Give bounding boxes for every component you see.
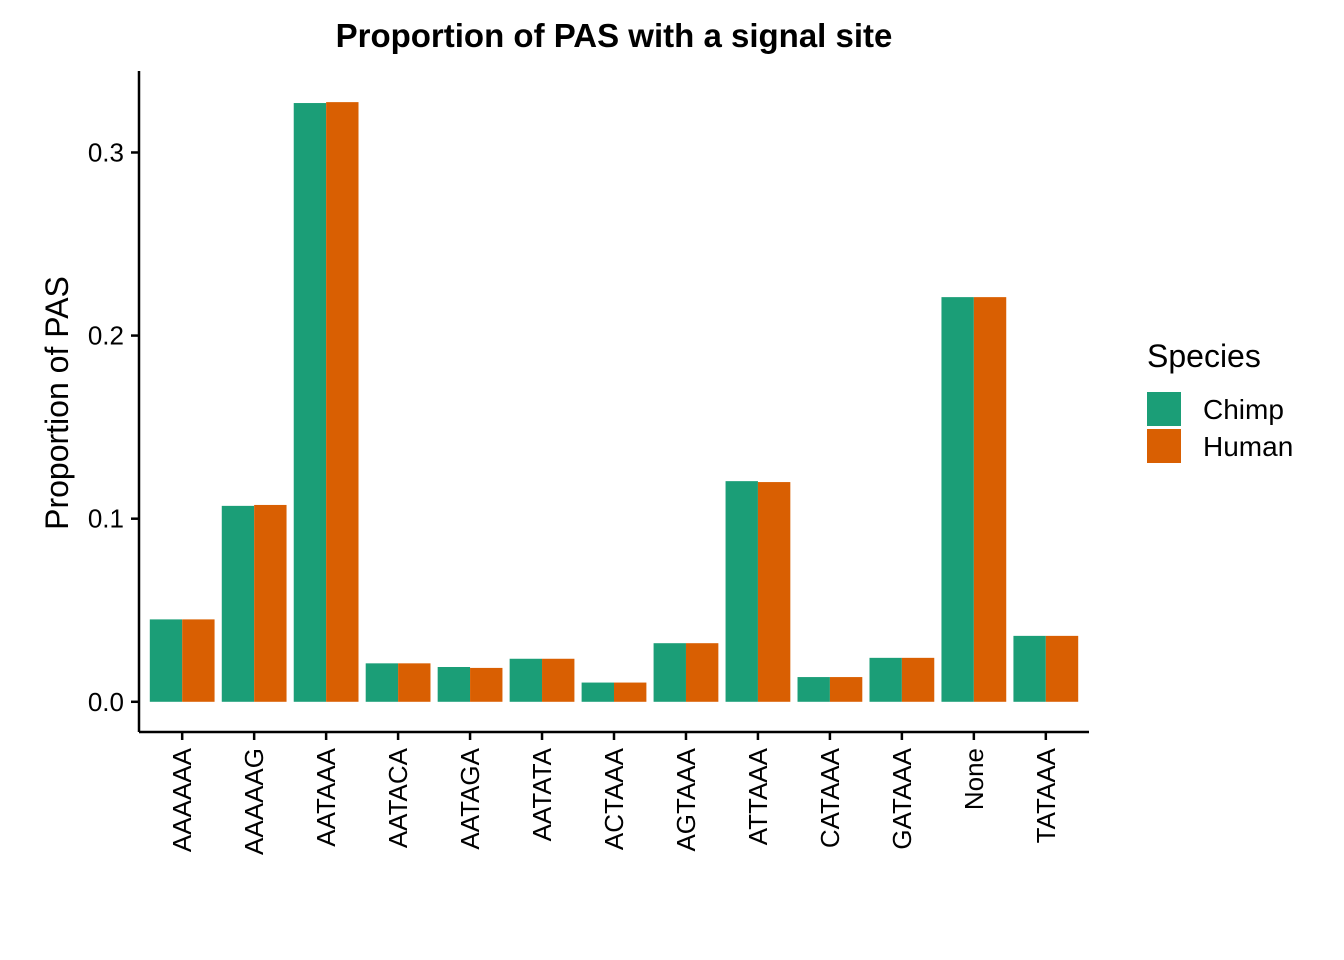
bar-human-tataaa [1045,635,1079,702]
x-tick-label: ACTAAA [599,747,629,850]
bar-chimp-actaaa [581,682,614,702]
bar-chimp-aaaaaa [149,619,183,702]
bars-group [149,102,1079,702]
x-tick-label: AATAGA [455,747,485,849]
bar-chimp-aataga [437,667,471,702]
legend-label-chimp: Chimp [1203,394,1284,425]
bar-human-aataca [398,663,431,702]
bar-chimp-none [941,297,974,702]
x-tick-label: TATAAA [1031,747,1061,843]
bar-human-agtaaa [685,643,719,702]
bar-human-aataaa [326,102,359,702]
bar-human-aatata [542,658,575,702]
bar-human-gataaa [901,657,935,702]
bar-human-cataaa [829,677,863,702]
y-tick-label: 0.3 [88,137,124,167]
x-tick-label: None [959,748,989,810]
x-tick-label: AATATA [527,747,557,841]
x-tick-label: AATACA [383,747,413,848]
x-tick-label: GATAAA [887,747,917,849]
bar-chimp-aataaa [293,103,327,702]
y-tick-label: 0.1 [88,504,124,534]
bar-chimp-attaaa [725,481,758,702]
bar-chimp-tataaa [1013,635,1046,702]
bar-human-aataga [470,667,503,702]
chart-title: Proportion of PAS with a signal site [336,17,893,54]
bar-chimp-cataaa [797,677,830,702]
y-axis: 0.0 0.1 0.2 0.3 [88,71,141,732]
y-tick-label: 0.0 [88,687,124,717]
legend-title: Species [1147,338,1261,374]
bar-human-attaaa [757,482,791,702]
bar-human-aaaaaa [182,619,215,702]
x-tick-label: AATAAA [311,747,341,846]
bar-chimp-aaaaag [221,505,255,702]
x-tick-label: ATTAAA [743,747,773,845]
x-axis: AAAAAA AAAAAG AATAAA AATACA AATAGA AATATA ACTA… [139,730,1089,855]
bar-chimp-gataaa [869,657,902,702]
legend-label-human: Human [1203,431,1293,462]
x-tick-label: AGTAAA [671,747,701,851]
x-tick-label: AAAAAA [167,747,197,852]
bar-chimp-aatata [509,658,543,702]
y-axis-title: Proportion of PAS [39,276,75,530]
bar-chimp-aataca [365,663,399,702]
x-tick-label: AAAAAG [239,748,269,855]
legend-key-chimp [1147,392,1181,426]
bar-chimp-agtaaa [653,643,686,702]
bar-human-aaaaag [254,504,287,702]
legend-key-human [1147,429,1181,463]
x-tick-label: CATAAA [815,747,845,848]
y-tick-label: 0.2 [88,321,124,351]
legend: Species Chimp Human [1147,338,1293,463]
bar-human-actaaa [614,682,647,702]
bar-human-none [973,297,1007,702]
